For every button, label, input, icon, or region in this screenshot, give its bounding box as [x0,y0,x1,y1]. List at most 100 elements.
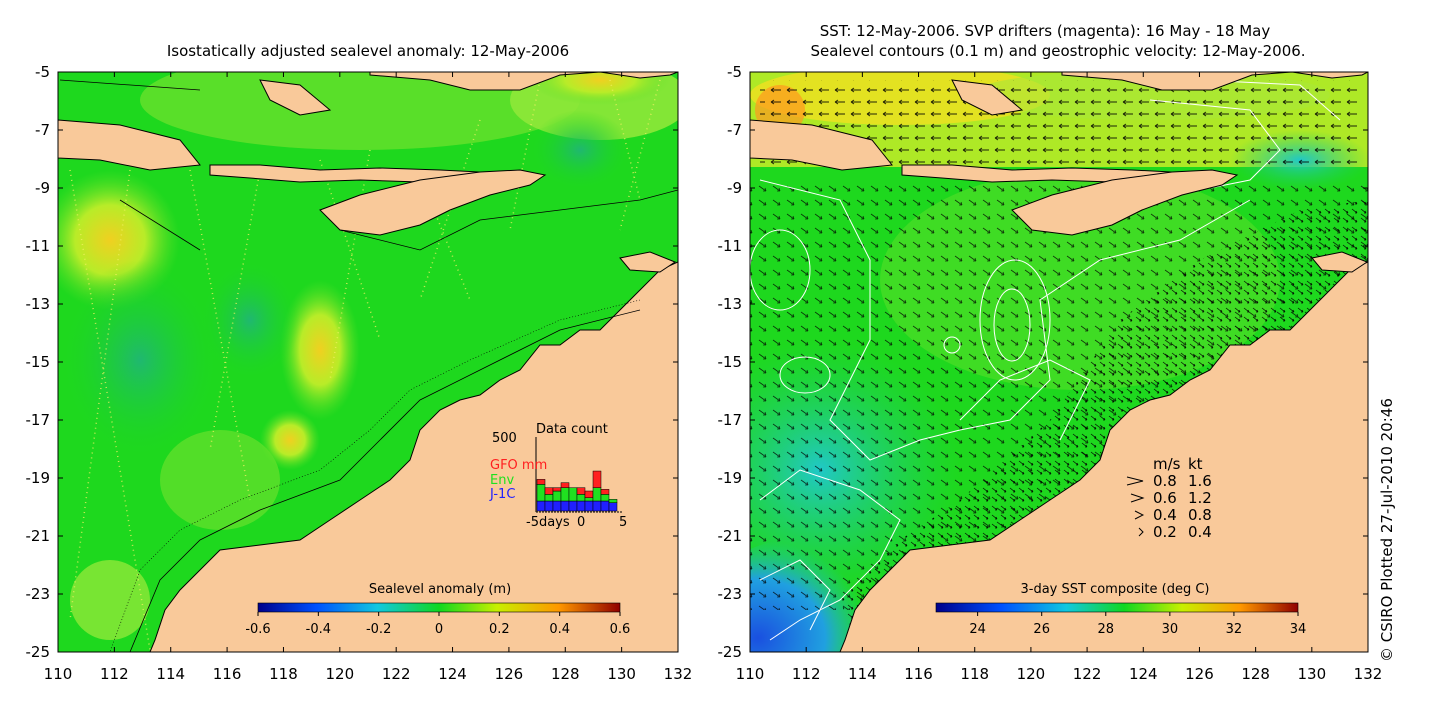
bathymetry-200m [59,79,678,652]
speed-legend-ms: 0.6 [1153,489,1177,507]
inset-bar-red [552,487,562,492]
speed-legend-arrow [1134,510,1145,520]
inset-bar-green [592,487,602,502]
right-x-tick-label: 118 [960,665,989,683]
anomaly-low-west [60,260,220,460]
inset-legend-gfo: GFO mm [490,458,547,473]
right-y-tick-label: -5 [727,63,742,81]
right-y-tick-label: -7 [727,121,742,139]
right-y-tick-label: -19 [718,469,743,487]
left-y-tick-label: -17 [26,411,51,429]
left-colorbar-tick: 0.6 [610,622,631,637]
inset-bar-blue [568,500,578,512]
left-y-tick-label: -21 [26,527,51,545]
right-x-axis: 110 112 114 116 118 120 122 124 126 128 130 132 [736,72,1383,683]
speed-legend-kt: 1.2 [1188,489,1212,507]
inset-bar-blue [552,500,562,512]
inset-x-left: -5days [526,515,570,530]
left-colorbar-tick: -0.4 [306,622,331,637]
indonesia-islands-left [58,72,678,273]
australia-land-left [149,261,678,652]
left-x-tick-label: 120 [325,665,354,683]
inset-bar-red [584,490,594,498]
inset-bars [536,470,618,512]
inset-bar-blue [544,500,554,512]
inset-bar-blue [560,500,570,512]
speed-legend-arrow [1138,527,1144,537]
right-colorbar-tick: 24 [969,622,986,637]
right-colorbar-tick: 34 [1290,622,1307,637]
right-y-tick-label: -13 [718,295,743,313]
australia-land-right [839,261,1368,652]
left-title: Isostatically adjusted sealevel anomaly:… [167,42,569,60]
inset-x-mid: 0 [577,515,585,530]
inset-bar-green [584,497,594,502]
inset-x-right: 5 [619,515,627,530]
inset-bar-blue [608,502,618,512]
left-map [58,72,678,652]
left-x-tick-label: 132 [664,665,693,683]
inset-bar-red [536,479,546,485]
speed-legend: m/s kt 0.8 1.60.6 1.20.4 0.80.2 0.4 [1126,455,1212,541]
indonesia-islands-right [750,72,1368,273]
left-x-tick-label: 110 [44,665,73,683]
left-y-tick-label: -25 [26,643,51,661]
inset-bar-red [544,487,554,495]
right-y-axis: -5 -7 -9 -11 -13 -15 -17 -19 -21 -23 -25 [718,63,1368,661]
inset-title: Data count [536,422,608,437]
inset-bar-blue [584,500,594,512]
left-colorbar-tick: -0.2 [366,622,391,637]
inset-bar-red [592,470,602,488]
speed-legend-ms: 0.2 [1153,523,1177,541]
right-y-tick-label: -23 [718,585,743,603]
right-x-tick-label: 112 [792,665,821,683]
inset-bar-blue [600,500,610,512]
speed-legend-arrow [1126,476,1144,486]
right-x-tick-label: 110 [736,665,765,683]
left-y-tick-label: -5 [35,63,50,81]
right-colorbar-tick: 32 [1226,622,1243,637]
left-x-tick-label: 130 [607,665,636,683]
left-y-tick-label: -23 [26,585,51,603]
inset-bar-blue [536,500,546,512]
left-x-tick-label: 118 [269,665,298,683]
right-y-tick-label: -15 [718,353,743,371]
right-x-tick-label: 132 [1354,665,1383,683]
right-x-tick-label: 116 [904,665,933,683]
right-x-tick-label: 128 [1241,665,1270,683]
speed-legend-arrow [1130,493,1145,503]
right-x-tick-label: 120 [1017,665,1046,683]
left-x-tick-label: 122 [382,665,411,683]
right-y-tick-label: -25 [718,643,743,661]
speed-legend-kt: 0.4 [1188,523,1212,541]
inset-bar-red [600,489,610,495]
inset-bar-green [608,499,618,503]
right-y-tick-label: -21 [718,527,743,545]
speed-legend-header-kt: kt [1188,455,1203,473]
inset-bar-green [600,494,610,502]
right-x-tick-label: 122 [1073,665,1102,683]
inset-bar-green [544,494,554,502]
right-colorbar-tick: 30 [1162,622,1179,637]
speed-legend-kt: 0.8 [1188,506,1212,524]
right-title-line1: SST: 12-May-2006. SVP drifters (magenta)… [820,22,1271,40]
left-colorbar-label: Sealevel anomaly (m) [369,582,511,597]
inset-legend-env: Env [490,473,514,488]
inset-bar-red [576,487,586,495]
right-x-tick-label: 130 [1297,665,1326,683]
inset-bar-green [576,494,586,502]
credit-text: © CSIRO Plotted 27-Jul-2010 20:46 [1378,398,1396,662]
satellite-tracks [69,79,661,651]
left-colorbar-tick: 0.4 [549,622,570,637]
speed-legend-kt: 1.6 [1188,472,1212,490]
right-title-line2: Sealevel contours (0.1 m) and geostrophi… [810,42,1305,60]
left-x-tick-label: 116 [213,665,242,683]
left-x-axis: 110 112 114 116 118 120 122 124 126 128 130 132 [44,72,693,683]
left-colorbar-tick: 0 [435,622,443,637]
left-colorbar-ticks: -0.6 -0.4 -0.2 0 0.2 0.4 0.6 [245,612,630,637]
right-y-tick-label: -11 [718,237,743,255]
left-y-tick-label: -9 [35,179,50,197]
left-y-tick-label: -7 [35,121,50,139]
velocity-arrows-dense [840,200,1368,652]
